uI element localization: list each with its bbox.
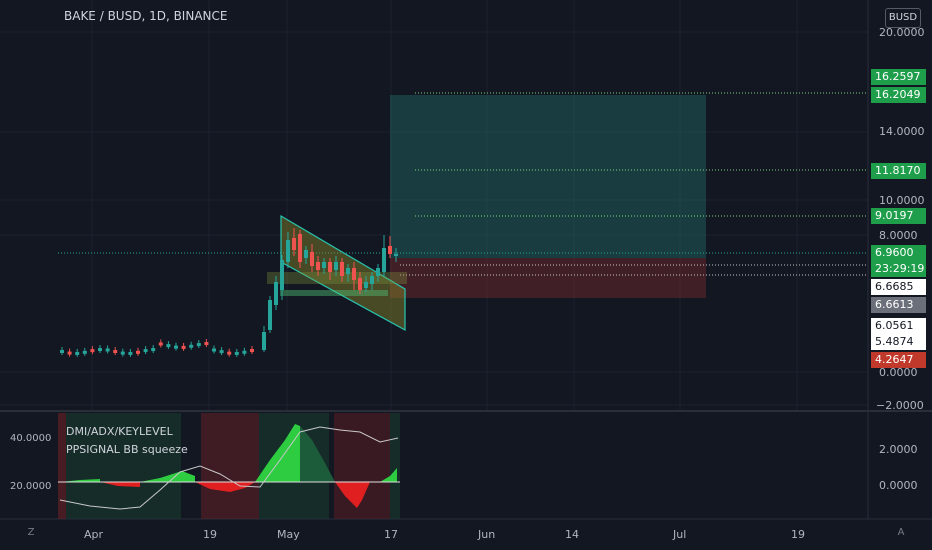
auto-scale-button[interactable]: A xyxy=(897,527,905,538)
indicator-left-tick: 20.0000 xyxy=(10,481,52,492)
time-label: Jun xyxy=(478,528,496,541)
time-label: Jul xyxy=(673,528,687,541)
time-label: 14 xyxy=(565,528,579,541)
price-tick: −2.0000 xyxy=(876,399,924,412)
target-zone[interactable] xyxy=(390,95,706,258)
price-tick: 20.0000 xyxy=(879,26,925,39)
price-tick: 14.0000 xyxy=(879,125,925,138)
time-label: 19 xyxy=(203,528,217,541)
price-tick: 8.0000 xyxy=(879,229,918,242)
squeeze-zones xyxy=(58,413,400,519)
price-tick: 10.0000 xyxy=(879,194,925,207)
price-badge-last: 6.9600 xyxy=(871,245,926,261)
price-badge-stop: 4.2647 xyxy=(871,352,926,368)
indicator-right-tick: 0.0000 xyxy=(879,479,918,492)
histogram xyxy=(60,424,397,508)
currency-button[interactable]: BUSD xyxy=(885,8,921,28)
chart-title: BAKE / BUSD, 1D, BINANCE xyxy=(64,9,228,23)
grid xyxy=(0,0,868,411)
indicator-right-tick: 2.0000 xyxy=(879,443,918,456)
price-tick: 0.0000 xyxy=(879,366,918,379)
time-label: 19 xyxy=(791,528,805,541)
indicator-name[interactable]: DMI/ADX/KEYLEVEL xyxy=(66,425,173,438)
price-badge-target: 16.2597 xyxy=(871,69,926,85)
key-level-zone-2 xyxy=(280,290,388,296)
time-label: Apr xyxy=(84,528,104,541)
adx-line xyxy=(59,426,399,510)
candles xyxy=(60,228,398,357)
price-badge-level: 6.6613 xyxy=(871,297,926,313)
price-badge-target: 11.8170 xyxy=(871,163,926,179)
target-lines xyxy=(415,92,868,217)
countdown-badge: 23:29:19 xyxy=(871,261,926,277)
price-badge-level: 6.0561 xyxy=(871,318,926,334)
key-level-zone xyxy=(267,272,407,284)
price-badge-target: 16.2049 xyxy=(871,87,926,103)
time-label: 17 xyxy=(384,528,398,541)
indicator-name[interactable]: PPSIGNAL BB squeeze xyxy=(66,443,188,456)
time-label: May xyxy=(277,528,300,541)
indicator-left-tick: 40.0000 xyxy=(10,433,52,444)
stop-zone[interactable] xyxy=(390,258,706,298)
price-badge-target: 9.0197 xyxy=(871,208,926,224)
zoom-button[interactable]: Z xyxy=(27,527,35,538)
price-badge-level: 5.4874 xyxy=(871,334,926,350)
price-badge-level: 6.6685 xyxy=(871,279,926,295)
